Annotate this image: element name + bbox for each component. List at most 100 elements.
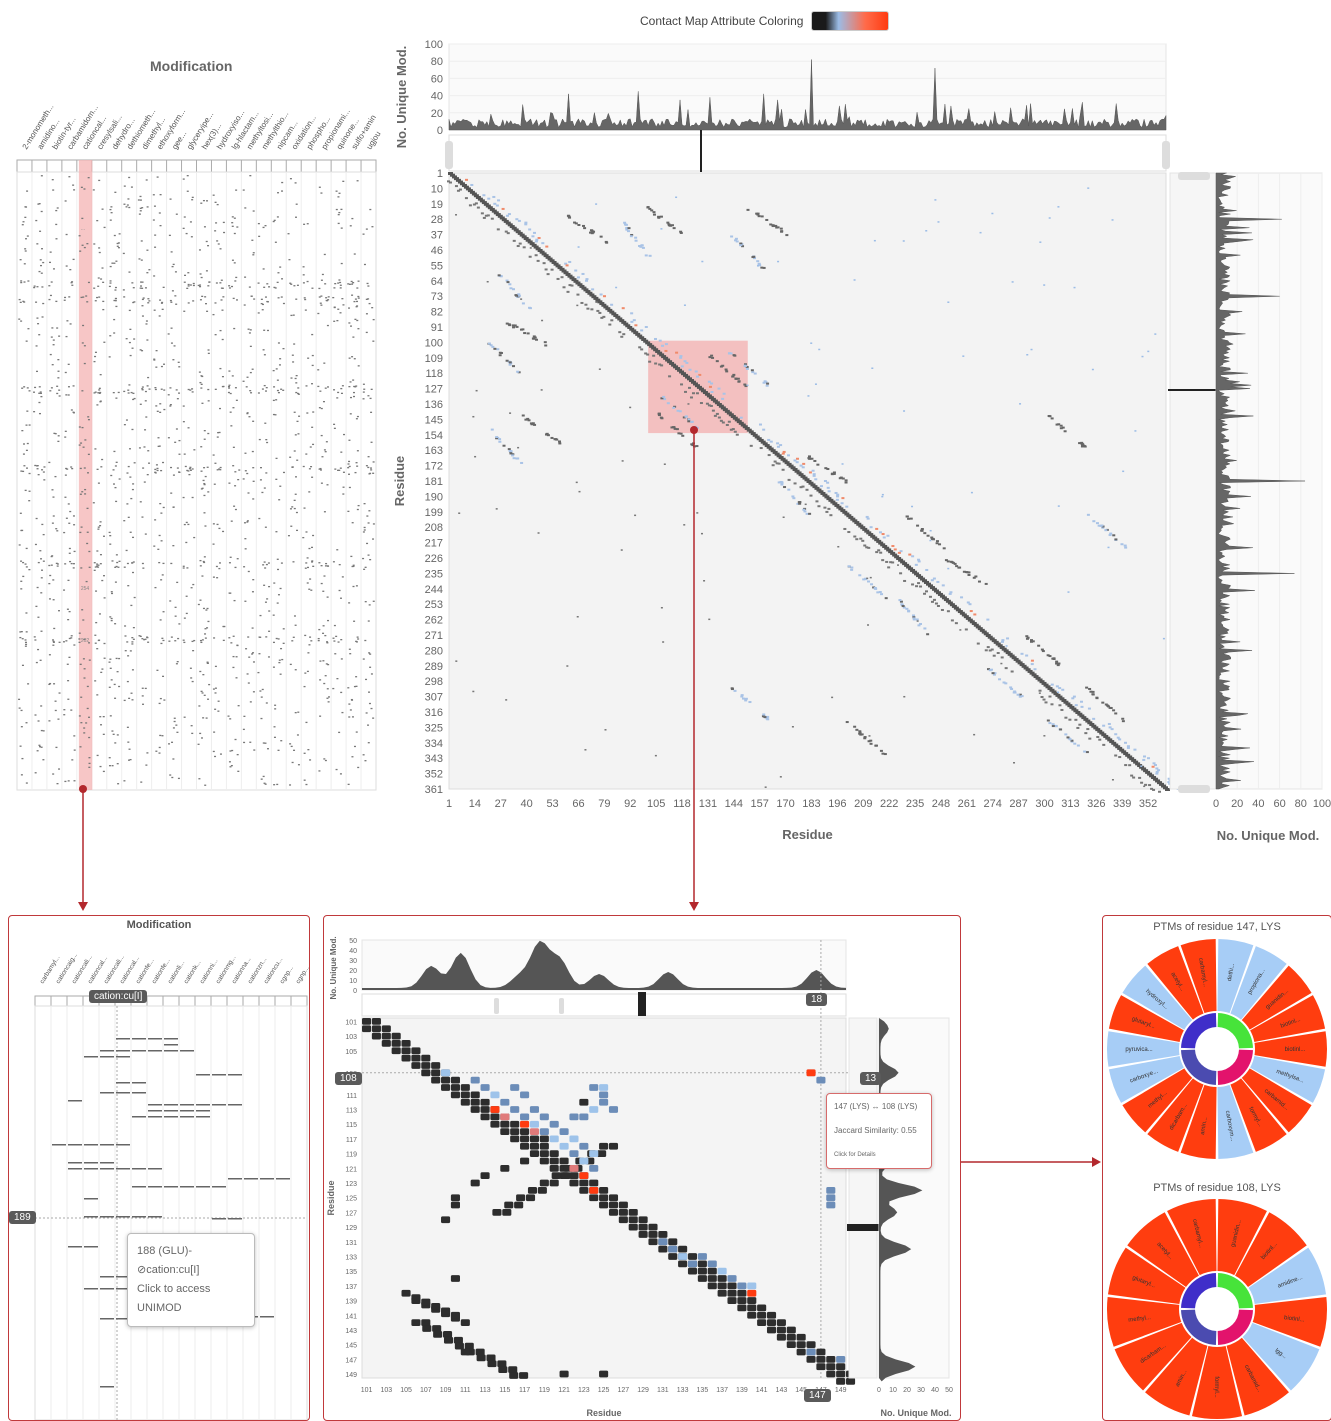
detail-dash xyxy=(116,1216,130,1218)
zoom-cell xyxy=(717,1267,727,1275)
diagonal-contact xyxy=(1087,707,1091,710)
sparse-cell xyxy=(871,367,874,369)
sparse-cell xyxy=(897,564,900,566)
mod-dot xyxy=(202,479,205,482)
mod-dot xyxy=(303,297,306,299)
zoom-y-tick: 145 xyxy=(345,1343,357,1350)
mod-dot xyxy=(36,586,39,589)
mod-dot xyxy=(200,641,203,644)
offdiag-cell xyxy=(625,228,629,231)
mod-dot xyxy=(320,565,323,567)
mod-dot xyxy=(63,299,66,301)
zoom-cell xyxy=(371,1032,381,1040)
pair-tooltip[interactable]: 147 (LYS) ↔ 108 (LYS) Jaccard Similarity… xyxy=(826,1093,932,1169)
offdiag-cell xyxy=(955,565,959,568)
mod-dot xyxy=(282,642,285,644)
zoom-y-tick: 131 xyxy=(345,1240,357,1247)
offdiag-cell xyxy=(779,227,783,230)
sparse-cell xyxy=(1162,637,1165,640)
zoom-y-tick: 111 xyxy=(346,1093,357,1100)
diagonal-cell xyxy=(768,447,774,451)
mod-dot xyxy=(172,545,175,547)
modification-tooltip-line2[interactable]: Click to access UNIMOD xyxy=(137,1283,211,1314)
offdiag-cell xyxy=(515,325,519,328)
mod-dot xyxy=(57,718,60,720)
mod-dot xyxy=(99,374,102,376)
offdiag-cell xyxy=(512,326,516,329)
mod-dot xyxy=(296,529,299,532)
modification-overview-chart[interactable]: 2-monometh...amidino...biotin-tyr...carb… xyxy=(0,80,390,800)
mod-dot xyxy=(154,468,157,471)
modification-detail-title: Modification xyxy=(126,919,192,931)
mod-dot xyxy=(84,488,87,491)
modification-tooltip[interactable]: 188 (GLU)-⊘cation:cu[I] Click to access … xyxy=(127,1233,255,1327)
diagonal-cell xyxy=(577,283,583,287)
mod-dot xyxy=(306,566,309,569)
diagonal-contact xyxy=(1004,667,1008,670)
mod-dot xyxy=(202,674,205,676)
mod-dot xyxy=(133,338,136,340)
mod-dot xyxy=(52,644,55,646)
mod-dot xyxy=(114,742,117,744)
mod-dot xyxy=(127,655,130,657)
mod-dot xyxy=(214,302,217,304)
diagonal-cell xyxy=(499,216,505,220)
mod-dot xyxy=(247,636,250,638)
mod-dot xyxy=(326,688,329,690)
top-slider xyxy=(448,134,1167,172)
diagonal-contact xyxy=(786,454,790,457)
mod-dot xyxy=(100,466,103,468)
sparse-cell xyxy=(1143,785,1146,788)
offdiag-cell xyxy=(505,359,509,362)
mod-dot xyxy=(303,507,306,509)
mod-dot xyxy=(351,283,354,285)
y-axis-badge: 108 xyxy=(335,1072,362,1085)
diagonal-cell xyxy=(1109,740,1115,744)
diagonal-contact xyxy=(679,355,683,358)
mod-dot xyxy=(350,280,353,283)
zoom-cell xyxy=(401,1040,411,1047)
sparse-cell xyxy=(621,460,624,462)
offdiag-cell xyxy=(687,420,691,423)
right-hist-badge: 13 xyxy=(860,1072,882,1085)
mod-dot xyxy=(319,302,322,304)
mod-dot xyxy=(317,639,320,642)
diagonal-contact xyxy=(1142,758,1146,761)
diagonal-cell xyxy=(922,579,928,583)
mod-dot xyxy=(97,482,100,484)
color-legend: Contact Map Attribute Coloring xyxy=(640,11,890,31)
mod-dot xyxy=(131,562,134,564)
mod-dot xyxy=(263,286,266,288)
detail-dash xyxy=(68,1100,82,1102)
mod-dot xyxy=(142,467,145,469)
ptm-inner-segment xyxy=(1181,1049,1217,1085)
diagonal-contact xyxy=(698,373,702,376)
zoom-cell xyxy=(559,1142,569,1150)
mod-dot xyxy=(306,223,309,225)
mod-dot xyxy=(372,340,375,342)
diagonal-cell xyxy=(661,355,667,359)
mod-dot xyxy=(278,499,281,501)
modification-detail-chart[interactable]: carbamyl...cationcaig...cationcali...cat… xyxy=(9,916,309,1420)
mod-dot xyxy=(231,375,234,377)
mod-dot xyxy=(133,596,136,599)
zoom-x-tick: 139 xyxy=(736,1387,748,1394)
pair-tooltip-link[interactable]: Click for Details xyxy=(834,1152,876,1158)
mod-dot xyxy=(57,377,60,379)
mod-dot xyxy=(83,246,86,249)
offdiag-cell xyxy=(858,730,862,733)
diagonal-cell xyxy=(545,255,551,259)
mod-dot xyxy=(273,784,276,786)
mod-dot xyxy=(70,409,73,411)
mod-row-label: ... xyxy=(81,636,85,642)
mod-dot xyxy=(348,307,351,309)
mod-dot xyxy=(205,270,208,272)
diagonal-contact xyxy=(875,551,879,554)
mod-dot xyxy=(214,388,217,390)
mod-dot xyxy=(305,562,308,564)
mod-dot xyxy=(201,692,204,694)
mod-dot xyxy=(261,309,264,311)
